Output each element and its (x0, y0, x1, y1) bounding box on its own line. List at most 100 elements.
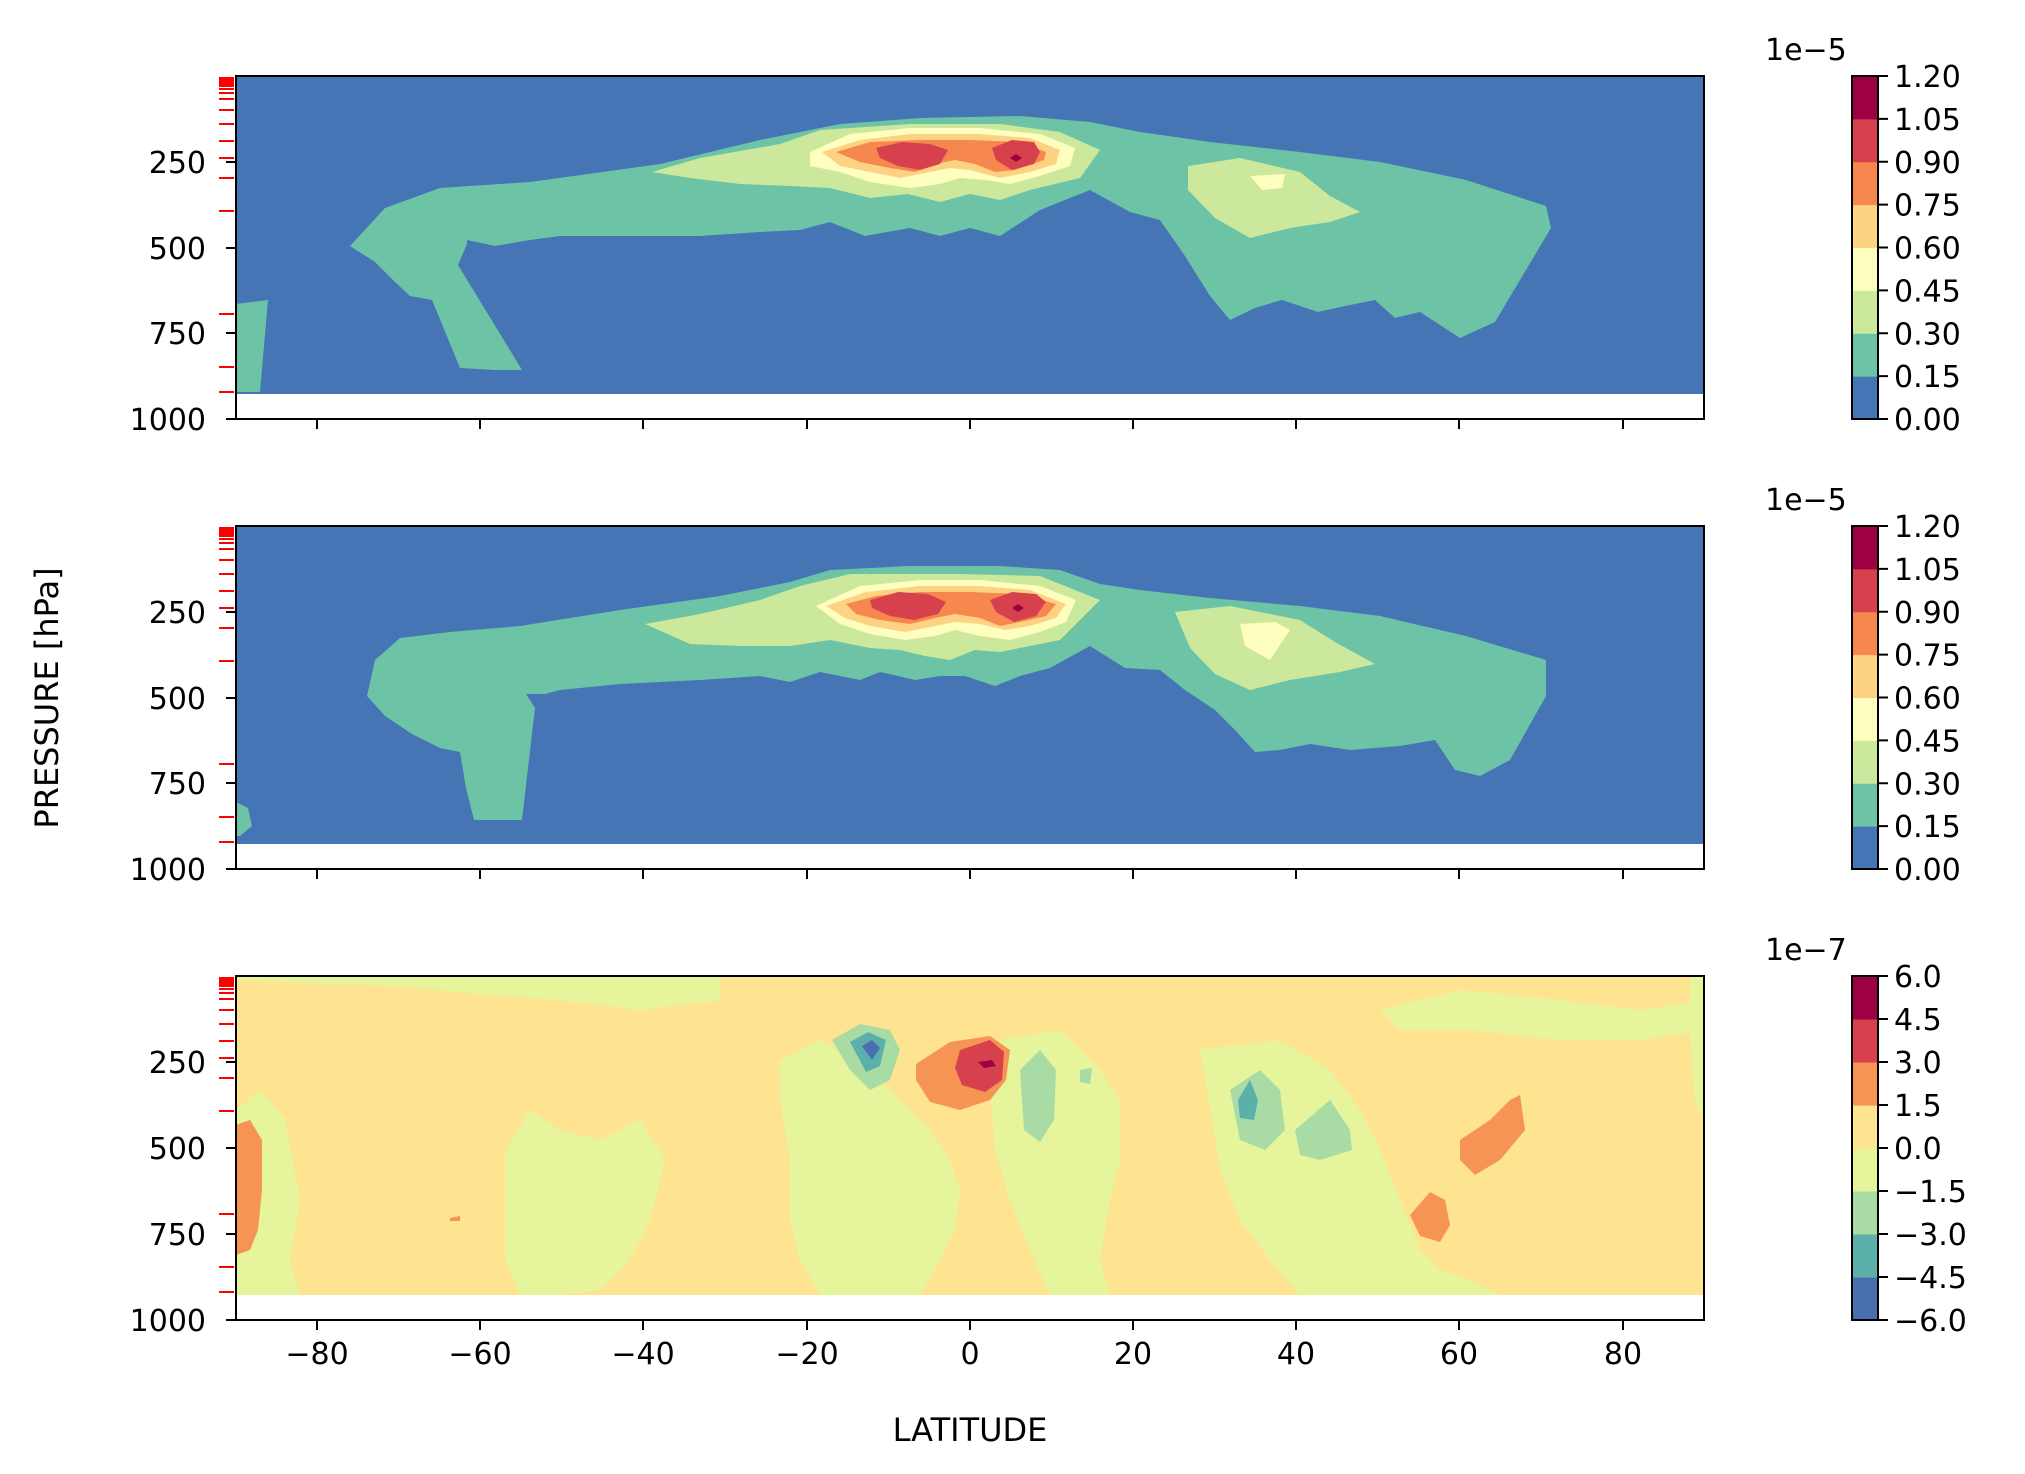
colorbar-tick-label: 1.20 (1894, 510, 1961, 545)
colorbar-tick-label: 0.30 (1894, 317, 1961, 352)
colorbar-swatch (1852, 697, 1878, 741)
y-ticks-top (226, 161, 236, 420)
colorbar-tick-label: −4.5 (1894, 1261, 1967, 1296)
colorbar-tick-label: 0.75 (1894, 639, 1961, 674)
x-tick-label: 40 (1277, 1337, 1315, 1372)
colorbar-tick-label: 3.0 (1894, 1046, 1942, 1081)
colorbar-labels: 0.00 0.15 0.30 0.45 0.60 0.75 0.90 1.05 1.20 (1878, 510, 1961, 888)
colorbar-swatch (1852, 1191, 1878, 1235)
band-0.90-1.05 (876, 142, 948, 170)
colorbar-multiplier: 1e−5 (1765, 33, 1847, 68)
colorbar-swatch (1852, 247, 1878, 291)
x-tick-label: −60 (448, 1337, 511, 1372)
colorbar-swatch (1852, 161, 1878, 206)
colorbar-labels: 0.00 0.15 0.30 0.45 0.60 0.75 0.90 1.05 1.20 (1878, 60, 1961, 438)
y-axis-label: PRESSURE [hPa] (28, 567, 66, 828)
x-tick-label: 0 (960, 1337, 979, 1372)
colorbar-swatch (1852, 76, 1878, 120)
colorbar-swatch (1852, 826, 1878, 870)
x-tick-label: 80 (1604, 1337, 1642, 1372)
x-tick-label: 60 (1440, 1337, 1478, 1372)
band-minus3.0-minus1.5 (1020, 1050, 1056, 1142)
band-minus3.0-minus1.5 (1295, 1100, 1352, 1160)
x-tick-label: −40 (611, 1337, 674, 1372)
y-tick-label: 250 (149, 596, 206, 631)
x-tick-label: 20 (1114, 1337, 1152, 1372)
colorbar-tick-label: 0.00 (1894, 403, 1961, 438)
band-minus1.5-0.0 (505, 1110, 665, 1295)
band-0.15-0.30 (236, 300, 268, 392)
x-tick-label: −80 (285, 1337, 348, 1372)
model-level-ticks-middle (219, 527, 234, 843)
band-0.15-0.30 (236, 802, 252, 836)
colorbar-swatch (1852, 1019, 1878, 1063)
colorbar-swatch (1852, 1234, 1878, 1278)
colorbar-tick-label: 1.05 (1894, 103, 1961, 138)
colorbar-swatch (1852, 1148, 1878, 1192)
colorbar-tick-label: 0.00 (1894, 853, 1961, 888)
colorbar-tick-label: −6.0 (1894, 1304, 1967, 1339)
band-1.05-1.20 (1010, 154, 1022, 162)
colorbar-tick-label: 0.75 (1894, 189, 1961, 224)
colorbar-tick-label: 1.20 (1894, 60, 1961, 95)
colorbar-tick-label: 0.60 (1894, 682, 1961, 717)
band-1.5-3.0 (236, 1120, 262, 1255)
colorbar-swatches (1852, 976, 1878, 1321)
colorbar-tick-label: 0.30 (1894, 767, 1961, 802)
colorbar-swatch (1852, 1277, 1878, 1321)
panel-middle: 250 500 750 1000 (130, 525, 1705, 888)
band-1.5-3.0 (1410, 1192, 1450, 1242)
y-tick-label: 250 (149, 146, 206, 181)
y-tick-label: 750 (149, 1218, 206, 1253)
colorbar-tick-label: 0.0 (1894, 1132, 1942, 1167)
model-level-ticks-top (219, 77, 234, 393)
colorbar-swatches (1852, 526, 1878, 870)
model-level-ticks-bottom (219, 977, 234, 1293)
colorbar-tick-label: 0.45 (1894, 274, 1961, 309)
plot-area-middle (236, 526, 1704, 844)
y-tick-label: 750 (149, 317, 206, 352)
y-tick-label: 500 (149, 232, 206, 267)
colorbar-tick-label: 0.60 (1894, 232, 1961, 267)
colorbar-swatch (1852, 740, 1878, 784)
x-axis-label: LATITUDE (893, 1411, 1048, 1449)
colorbar-swatch (1852, 654, 1878, 698)
colorbar-swatch (1852, 568, 1878, 613)
band-minus1.5-0.0 (780, 1040, 960, 1295)
band-minus1.5-0.0 (1380, 990, 1704, 1040)
y-tick-label: 1000 (130, 403, 206, 438)
colorbar-multiplier: 1e−5 (1765, 483, 1847, 518)
band-minus6.0-minus4.5 (862, 1040, 880, 1060)
colorbar-tick-label: 1.5 (1894, 1089, 1942, 1124)
band-minus3.0-minus1.5 (1230, 1070, 1285, 1150)
colorbar-tick-label: 6.0 (1894, 960, 1942, 995)
colorbar-swatch (1852, 611, 1878, 656)
band-minus4.5-minus3.0 (1238, 1080, 1258, 1120)
colorbar-swatch (1852, 1105, 1878, 1149)
y-tick-label: 1000 (130, 1304, 206, 1339)
colorbar-tick-label: 0.45 (1894, 724, 1961, 759)
x-ticks-bottom (316, 1320, 1624, 1330)
y-tick-label: 750 (149, 767, 206, 802)
band-minus1.5-0.0 (236, 976, 720, 1010)
y-ticks-middle (226, 611, 236, 870)
band-0.90-1.05 (870, 592, 946, 620)
colorbar-tick-label: 0.90 (1894, 596, 1961, 631)
y-tick-label: 500 (149, 1132, 206, 1167)
band-0.30-0.45 (1188, 158, 1360, 238)
colorbar-swatch (1852, 376, 1878, 420)
band-4.5-6.0 (978, 1060, 996, 1068)
plot-area-bottom (236, 976, 1704, 1295)
plot-area-top (236, 76, 1704, 394)
y-tick-label: 250 (149, 1046, 206, 1081)
band-1.05-1.20 (1012, 604, 1024, 612)
colorbar-tick-label: −3.0 (1894, 1218, 1967, 1253)
colorbar-top: 0.00 0.15 0.30 0.45 0.60 0.75 0.90 1.05 1.20 1e−… (1765, 33, 1961, 438)
colorbar-tick-label: −1.5 (1894, 1175, 1967, 1210)
band-1.5-3.0 (1460, 1095, 1525, 1175)
colorbar-tick-label: 0.15 (1894, 810, 1961, 845)
colorbar-labels: −6.0 −4.5 −3.0 −1.5 0.0 1.5 3.0 4.5 6.0 (1878, 960, 1967, 1339)
colorbar-swatches (1852, 76, 1878, 420)
colorbar-tick-label: 0.15 (1894, 360, 1961, 395)
